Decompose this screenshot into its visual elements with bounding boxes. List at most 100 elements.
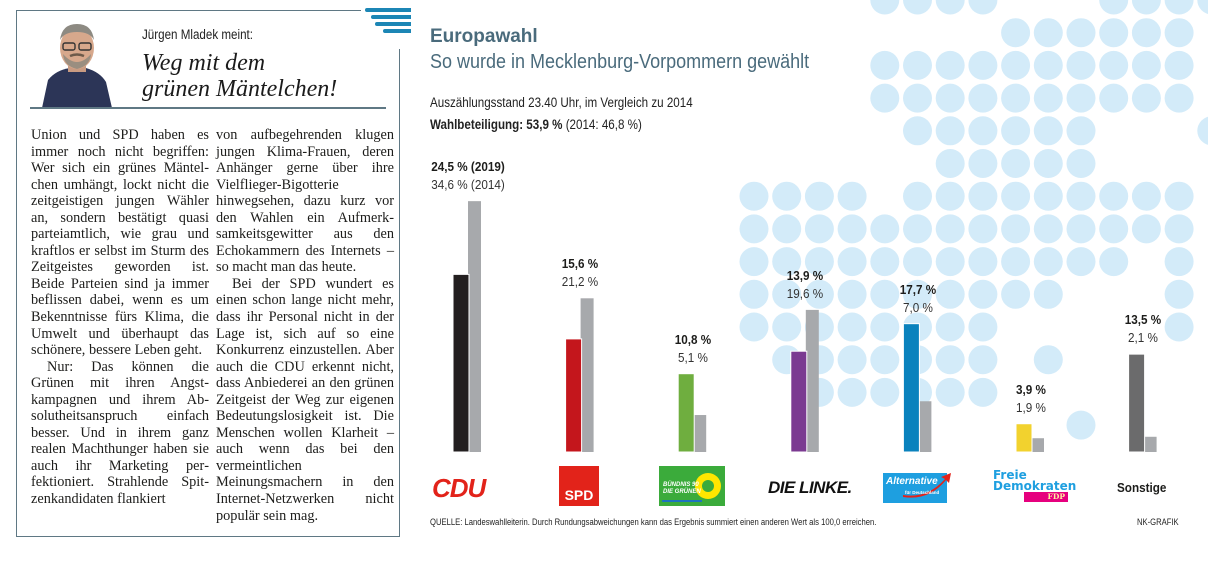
decorative-dot: [739, 279, 769, 309]
paragraph: Bei der SPD wundert es einen schon lange…: [216, 275, 394, 524]
decorative-dot: [1099, 18, 1129, 48]
decorative-dot: [1131, 0, 1161, 15]
decorative-dot: [903, 83, 932, 113]
decorative-dot: [1033, 116, 1063, 146]
decorative-dot: [804, 279, 834, 309]
decorative-dot: [870, 377, 900, 407]
graphic-credit: NK-GRAFIK: [1137, 517, 1179, 527]
decorative-dot: [739, 312, 769, 342]
decorative-dot: [1001, 50, 1031, 80]
decorative-dot: [1033, 149, 1063, 178]
turnout-value: Wahlbeteiligung: 53,9 %: [430, 117, 563, 132]
decorative-dot: [739, 181, 769, 211]
decorative-dot: [772, 279, 802, 309]
headline-line-1: Weg mit dem: [142, 50, 266, 76]
decorative-dot: [1033, 83, 1063, 113]
value-label-2014: 2,1 %: [1128, 330, 1159, 346]
bar-2019-afd: [902, 323, 920, 453]
value-label-2019: 13,5 %: [1124, 312, 1162, 328]
bar-2014-sonstige: [1143, 436, 1157, 452]
chart-title: Europawahl: [430, 26, 538, 47]
logo-cdu: CDU: [432, 473, 486, 503]
decorative-dot: [1033, 50, 1063, 80]
decorative-dot: [870, 214, 900, 244]
decorative-dot: [1066, 410, 1096, 440]
decorative-dot: [903, 279, 932, 309]
decorative-dot: [1066, 214, 1096, 244]
decorative-dot: [903, 0, 932, 15]
decorative-dot: [1099, 50, 1129, 80]
fdp-line-1: Freie: [993, 468, 1027, 482]
decorative-dot: [968, 279, 998, 309]
decorative-dot: [1001, 149, 1031, 178]
decorative-dot: [772, 181, 802, 211]
value-label-2014: 1,9 %: [1015, 399, 1046, 415]
decorative-dot: [870, 345, 900, 375]
decorative-dot: [968, 377, 998, 407]
turnout-compare: (2014: 46,8 %): [562, 117, 642, 132]
decorative-dot: [1131, 83, 1161, 113]
decorative-dot: [1033, 345, 1063, 375]
decorative-dot: [1001, 83, 1031, 113]
decorative-dot: [903, 50, 932, 80]
decorative-dot: [968, 0, 998, 15]
decorative-dot: [739, 214, 769, 244]
value-label-2014: 21,2 %: [561, 274, 599, 290]
decorative-dot: [870, 247, 900, 277]
decorative-dot: [1033, 279, 1063, 309]
decorative-dot: [1001, 247, 1031, 277]
decorative-dot: [1066, 247, 1096, 277]
commentary-column-1: Union und SPD haben es immer noch nicht …: [31, 127, 209, 508]
decorative-dot: [870, 312, 900, 342]
decorative-dot: [772, 214, 802, 244]
decorative-dot: [1001, 116, 1031, 146]
value-label-2019: 3,9 %: [1015, 381, 1046, 397]
decorative-dot: [935, 345, 965, 375]
decorative-dot: [968, 247, 998, 277]
decorative-dot: [1131, 214, 1161, 244]
paragraph: von aufbegehrenden klu­gen jungen Klima-…: [216, 127, 394, 276]
decorative-dot: [935, 149, 965, 178]
logo-linke: DIE LINKE.: [768, 478, 852, 497]
bar-2019-grüne: [677, 373, 695, 453]
decorative-dot: [837, 279, 867, 309]
headline-line-2: grünen Mäntelchen!: [142, 76, 338, 102]
bar-2014-afd: [918, 401, 932, 452]
decorative-dot: [772, 247, 802, 277]
decorative-dot: [968, 312, 998, 342]
bar-2014-cdu: [468, 201, 481, 452]
decorative-dot: [968, 214, 998, 244]
decorative-dot: [1131, 50, 1161, 80]
logo-spd: SPD: [559, 466, 599, 506]
decorative-dot: [1164, 181, 1194, 211]
decorative-dot: [1001, 18, 1031, 48]
bar-2019-fdp: [1015, 423, 1033, 453]
logo-gruene: BÜNDNIS 90 DIE GRÜNEN: [659, 466, 725, 506]
decorative-dot: [1197, 116, 1208, 145]
decorative-dot: [935, 279, 965, 309]
bar-2019-spd: [565, 338, 583, 453]
decorative-dot: [968, 181, 998, 211]
decorative-dot: [804, 214, 834, 244]
value-label-2019: 15,6 %: [561, 256, 599, 272]
decorative-dot: [1066, 149, 1096, 178]
logo-sonstige: Sonstige: [1117, 480, 1167, 495]
decorative-dot: [935, 0, 965, 15]
decorative-dot: [903, 247, 932, 277]
decorative-dot: [837, 214, 867, 244]
decorative-dot: [1001, 181, 1031, 211]
decorative-dot: [1033, 247, 1063, 277]
decorative-dot: [1099, 83, 1129, 113]
headline-divider: [30, 107, 386, 109]
decorative-dot: [1033, 214, 1063, 244]
bar-2014-fdp: [1031, 438, 1044, 452]
chart-subtitle: So wurde in Mecklenburg-Vorpommern gewäh…: [430, 51, 810, 73]
decorative-dot: [935, 116, 965, 146]
afd-arrow-icon: [903, 473, 951, 498]
decorative-dot: [1197, 0, 1208, 14]
decorative-dot: [1099, 247, 1129, 277]
decorative-dot: [1066, 83, 1096, 113]
decorative-dot: [1033, 18, 1063, 48]
decorative-dot: [1164, 18, 1194, 48]
